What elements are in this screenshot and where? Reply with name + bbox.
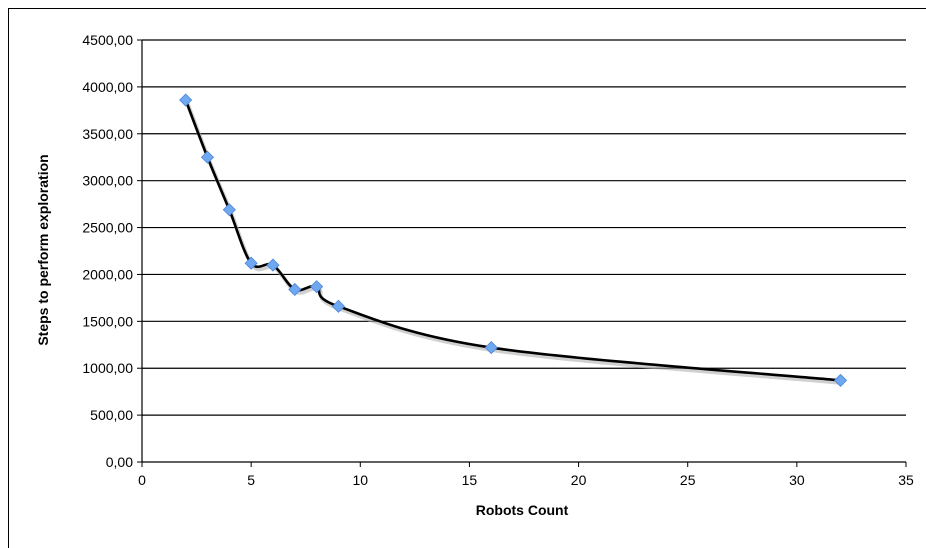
y-tick-label: 1000,00 <box>82 360 133 376</box>
y-tick-label: 500,00 <box>90 407 133 423</box>
data-point <box>200 150 215 164</box>
y-tick-label: 2000,00 <box>82 266 133 282</box>
y-tick-label: 1500,00 <box>82 313 133 329</box>
y-tick-label: 2500,00 <box>82 220 133 236</box>
x-tick-label: 35 <box>898 472 914 488</box>
data-point <box>331 299 346 313</box>
data-point <box>179 93 193 107</box>
series <box>179 93 848 387</box>
data-point <box>288 282 302 297</box>
data-point <box>833 373 848 387</box>
x-tick-label: 25 <box>680 472 696 488</box>
x-tick-label: 10 <box>352 472 368 488</box>
axes <box>141 40 906 463</box>
data-point <box>222 203 236 217</box>
x-axis-ticks: 0 5 10 15 20 25 30 35 <box>138 462 914 488</box>
chart-frame <box>8 8 926 548</box>
x-tick-label: 20 <box>571 472 587 488</box>
x-tick-label: 30 <box>789 472 805 488</box>
data-point <box>310 280 324 294</box>
data-point <box>484 341 498 355</box>
x-tick-label: 15 <box>462 472 478 488</box>
data-point <box>244 256 258 270</box>
series-line-shadow <box>185 101 843 385</box>
series-line <box>184 99 841 382</box>
y-axis-ticks: 0,00 500,00 1000,00 1500,00 2000,00 2500,00 30… <box>82 32 142 470</box>
grid-lines <box>142 39 906 416</box>
y-tick-label: 3500,00 <box>82 126 133 142</box>
y-tick-label: 3000,00 <box>82 173 133 189</box>
y-tick-label: 4000,00 <box>82 79 133 95</box>
data-point <box>266 258 280 272</box>
y-tick-label: 4500,00 <box>82 32 133 48</box>
x-tick-label: 0 <box>138 472 146 488</box>
y-tick-label: 0,00 <box>106 454 133 470</box>
x-axis-title: Robots Count <box>476 502 569 518</box>
x-tick-label: 5 <box>247 472 255 488</box>
y-axis-title: Steps to perform exploration <box>35 154 51 345</box>
